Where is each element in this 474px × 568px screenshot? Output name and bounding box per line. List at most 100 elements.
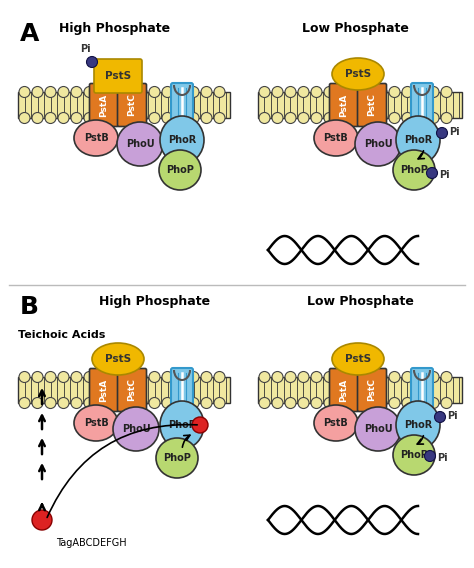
Circle shape [86,56,98,68]
Text: PhoP: PhoP [400,450,428,460]
FancyBboxPatch shape [171,368,193,412]
Text: PstC: PstC [367,378,376,402]
Circle shape [415,86,426,98]
Circle shape [311,112,322,123]
Circle shape [136,398,147,408]
Circle shape [350,112,361,123]
FancyBboxPatch shape [171,83,193,127]
Circle shape [337,112,348,123]
Bar [18,377,230,403]
Ellipse shape [160,401,204,449]
Bar [258,377,462,403]
Circle shape [97,112,108,123]
Text: PstB: PstB [83,133,109,143]
Circle shape [272,112,283,123]
Ellipse shape [113,407,159,451]
Ellipse shape [314,405,358,441]
Circle shape [389,371,400,382]
Ellipse shape [117,122,163,166]
Circle shape [32,398,43,408]
Circle shape [71,86,82,98]
Circle shape [337,371,348,382]
Circle shape [363,371,374,382]
Circle shape [298,371,309,382]
FancyBboxPatch shape [357,83,386,127]
Text: PhoU: PhoU [364,424,392,434]
Circle shape [214,371,225,382]
Circle shape [136,112,147,123]
Ellipse shape [355,407,401,451]
FancyBboxPatch shape [118,369,146,411]
Text: Pi: Pi [80,44,91,54]
Text: Pi: Pi [437,453,447,463]
Circle shape [149,371,160,382]
Ellipse shape [393,150,435,190]
Circle shape [389,112,400,123]
Circle shape [188,86,199,98]
Text: PhoU: PhoU [126,139,155,149]
Circle shape [71,112,82,123]
Circle shape [402,371,413,382]
FancyBboxPatch shape [329,369,358,411]
Circle shape [149,86,160,98]
Circle shape [19,371,30,382]
Text: PstS: PstS [105,354,131,364]
Text: PstB: PstB [324,418,348,428]
Circle shape [415,371,426,382]
Circle shape [363,112,374,123]
Ellipse shape [156,438,198,478]
Circle shape [175,398,186,408]
Circle shape [84,398,95,408]
Circle shape [214,398,225,408]
Circle shape [175,86,186,98]
Circle shape [363,398,374,408]
Text: Low Phosphate: Low Phosphate [307,295,413,308]
Circle shape [298,86,309,98]
Circle shape [415,398,426,408]
Circle shape [337,86,348,98]
Circle shape [123,112,134,123]
Ellipse shape [396,401,440,449]
Text: Pi: Pi [439,170,450,180]
Circle shape [136,86,147,98]
Text: PstA: PstA [100,93,109,116]
Ellipse shape [332,58,384,90]
Circle shape [45,112,56,123]
Circle shape [201,86,212,98]
Text: PhoR: PhoR [404,135,432,145]
Circle shape [427,168,438,178]
Circle shape [192,417,208,433]
Ellipse shape [314,120,358,156]
Ellipse shape [159,150,201,190]
Text: PhoR: PhoR [168,420,196,430]
Circle shape [428,398,439,408]
Circle shape [32,510,52,530]
Circle shape [71,371,82,382]
Circle shape [214,86,225,98]
Circle shape [441,398,452,408]
Circle shape [350,86,361,98]
Text: PhoR: PhoR [404,420,432,430]
FancyBboxPatch shape [118,83,146,127]
Circle shape [58,112,69,123]
Text: PstA: PstA [339,378,348,402]
Circle shape [272,86,283,98]
Circle shape [298,112,309,123]
Circle shape [201,398,212,408]
FancyBboxPatch shape [357,369,386,411]
Circle shape [58,398,69,408]
Text: PstS: PstS [345,354,371,364]
Circle shape [110,371,121,382]
Circle shape [428,371,439,382]
Circle shape [110,86,121,98]
Circle shape [123,371,134,382]
Circle shape [259,86,270,98]
Text: PhoP: PhoP [166,165,194,175]
Circle shape [45,398,56,408]
Circle shape [272,371,283,382]
Circle shape [285,398,296,408]
Circle shape [149,398,160,408]
Ellipse shape [393,435,435,475]
Circle shape [123,86,134,98]
Text: PstS: PstS [105,71,131,81]
